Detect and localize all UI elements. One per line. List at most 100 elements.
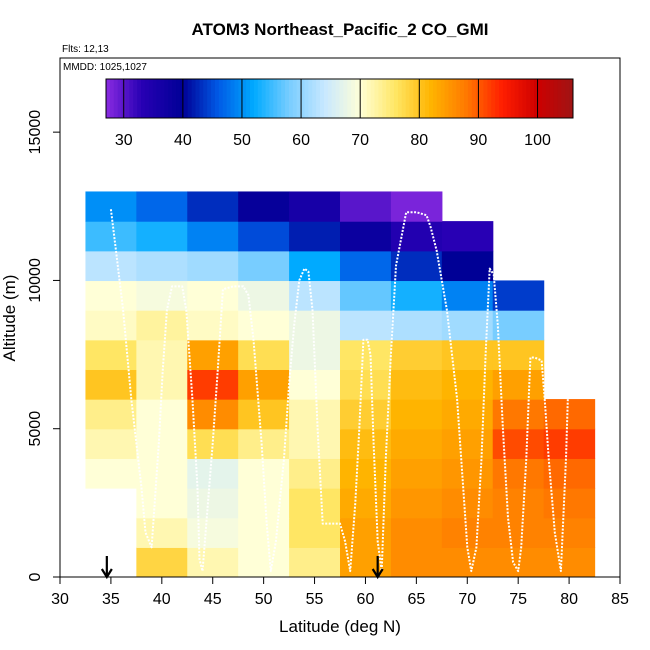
colorbar-swatch: [335, 79, 340, 118]
heatmap-cell: [390, 547, 443, 577]
colorbar-swatch: [362, 79, 368, 118]
colorbar-swatch: [277, 79, 282, 118]
colorbar-swatch: [292, 79, 298, 118]
colorbar-swatch: [183, 79, 189, 118]
heatmap-cell: [390, 250, 443, 282]
heatmap-cell: [238, 428, 290, 459]
colorbar-swatch: [191, 79, 197, 118]
colorbar-swatch: [316, 79, 321, 118]
colorbar-swatch: [148, 79, 154, 118]
colorbar-swatch: [366, 79, 372, 118]
heatmap-cell: [543, 547, 596, 577]
heatmap-cell: [340, 517, 392, 548]
colorbar-swatch: [222, 79, 228, 118]
heatmap-cell: [441, 547, 494, 577]
heatmap-cell: [492, 488, 545, 519]
colorbar-swatch: [199, 79, 204, 118]
colorbar-swatch: [195, 79, 200, 118]
colorbar-swatch: [253, 79, 259, 118]
heatmap-cell: [289, 280, 341, 311]
colorbar-swatch: [288, 79, 294, 118]
colorbar-swatch: [506, 79, 512, 118]
x-tick-label: 40: [153, 591, 171, 608]
colorbar-swatch: [448, 79, 453, 118]
heatmap-cell: [340, 280, 392, 311]
heatmap-cell: [187, 310, 239, 341]
heatmap-cell: [441, 221, 494, 252]
colorbar-swatch: [203, 79, 208, 118]
heatmap-cell: [492, 399, 545, 430]
colorbar-swatch: [502, 79, 508, 118]
heatmap-cell: [136, 428, 188, 459]
colorbar-swatch: [464, 79, 469, 118]
dates-label: MMDD: 1025,1027: [63, 62, 147, 73]
heatmap-cell: [492, 339, 545, 370]
heatmap-cell: [492, 547, 545, 577]
colorbar-swatch: [467, 79, 473, 118]
heatmap-cell: [390, 369, 443, 400]
heatmap-cell: [187, 547, 239, 577]
heatmap-cell: [136, 310, 188, 341]
heatmap-cell: [136, 547, 188, 577]
colorbar-swatch: [285, 79, 290, 118]
colorbar-swatch: [168, 79, 173, 118]
colorbar-swatch: [436, 79, 442, 118]
heatmap-cell: [492, 517, 545, 548]
heatmap-cell: [238, 369, 290, 400]
colorbar-swatch: [152, 79, 158, 118]
latitude-markers: [100, 556, 384, 580]
colorbar-tick-label: 90: [470, 132, 488, 149]
x-tick-label: 50: [255, 591, 273, 608]
x-tick-label: 55: [306, 591, 324, 608]
colorbar-swatch: [374, 79, 379, 118]
colorbar-swatch: [296, 79, 302, 118]
flight-track: [109, 209, 571, 573]
heatmap-cell: [187, 399, 239, 430]
heatmap-cell: [340, 458, 392, 489]
x-tick-label: 65: [407, 591, 425, 608]
colorbar-swatch: [382, 79, 387, 118]
colorbar-swatch: [304, 79, 309, 118]
heatmap-cell: [340, 399, 392, 430]
heatmap-cell: [340, 250, 392, 282]
colorbar-swatch: [125, 79, 130, 118]
heatmap-cell: [289, 310, 341, 341]
y-axis: 0 5000 10000 15000: [27, 110, 60, 581]
x-tick-label: 70: [458, 591, 476, 608]
colorbar-swatch: [144, 79, 150, 118]
colorbar-swatch: [475, 79, 481, 118]
colorbar-swatch: [405, 79, 411, 118]
colorbar-swatch: [425, 79, 430, 118]
colorbar-swatch: [541, 79, 547, 118]
colorbar-swatch: [452, 79, 457, 118]
colorbar-swatch: [421, 79, 426, 118]
y-tick-label: 10000: [27, 258, 44, 303]
colorbar-swatch: [312, 79, 317, 118]
arrow-marker-head: [371, 568, 384, 580]
colorbar-swatch: [397, 79, 403, 118]
heatmap-cell: [85, 310, 137, 341]
colorbar-swatch: [549, 79, 555, 118]
heatmap-cell: [289, 191, 341, 222]
colorbar-swatch: [218, 79, 224, 118]
colorbar-swatch: [487, 79, 492, 118]
heatmap-cell: [289, 221, 341, 252]
y-axis-label: Altitude (m): [0, 275, 19, 362]
heatmap-cell: [187, 458, 239, 489]
colorbar-tick-label: 100: [524, 132, 551, 149]
y-tick-label: 15000: [27, 110, 44, 155]
heatmap-cell: [390, 310, 443, 341]
heatmap-cell: [187, 517, 239, 548]
colorbar-swatch: [176, 79, 181, 118]
heatmap-cell: [187, 250, 239, 282]
colorbar-swatch: [156, 79, 161, 118]
arrow-marker-head: [100, 568, 113, 580]
heatmap-cell: [441, 488, 494, 519]
x-tick-label: 45: [204, 591, 222, 608]
heatmap-cell: [136, 280, 188, 311]
heatmap-cell: [289, 547, 341, 577]
colorbar-swatch: [269, 79, 274, 118]
heatmap-cell: [85, 280, 137, 311]
heatmap-cell: [441, 428, 494, 459]
heatmap-cell: [340, 369, 392, 400]
